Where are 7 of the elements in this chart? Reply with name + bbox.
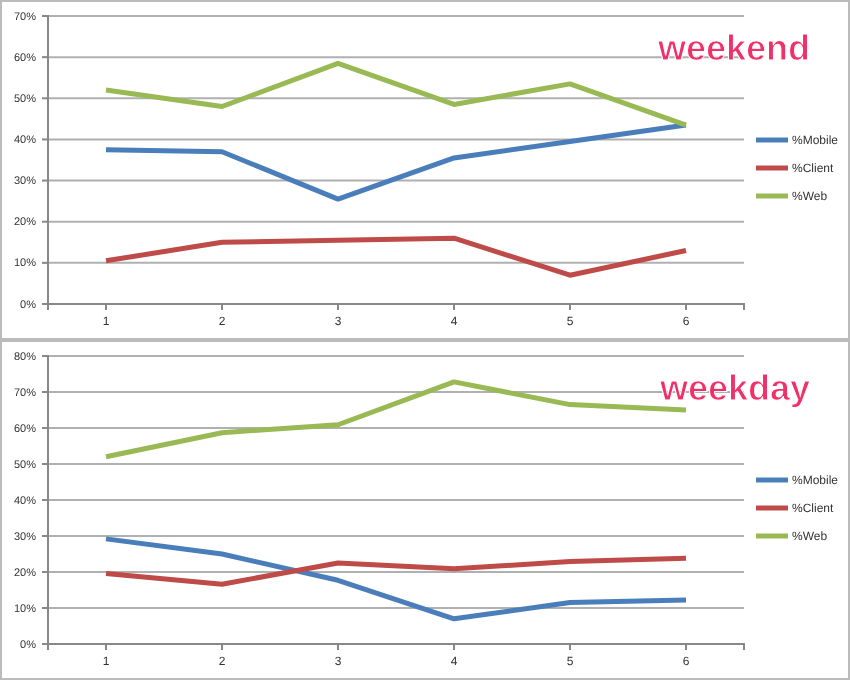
line-series xyxy=(103,555,689,587)
chart-title: weekend xyxy=(655,28,810,68)
chart-title: weekday xyxy=(657,368,810,408)
line-series xyxy=(103,536,689,622)
line-series xyxy=(103,122,689,202)
line-series xyxy=(103,60,689,128)
line-series xyxy=(103,235,689,278)
